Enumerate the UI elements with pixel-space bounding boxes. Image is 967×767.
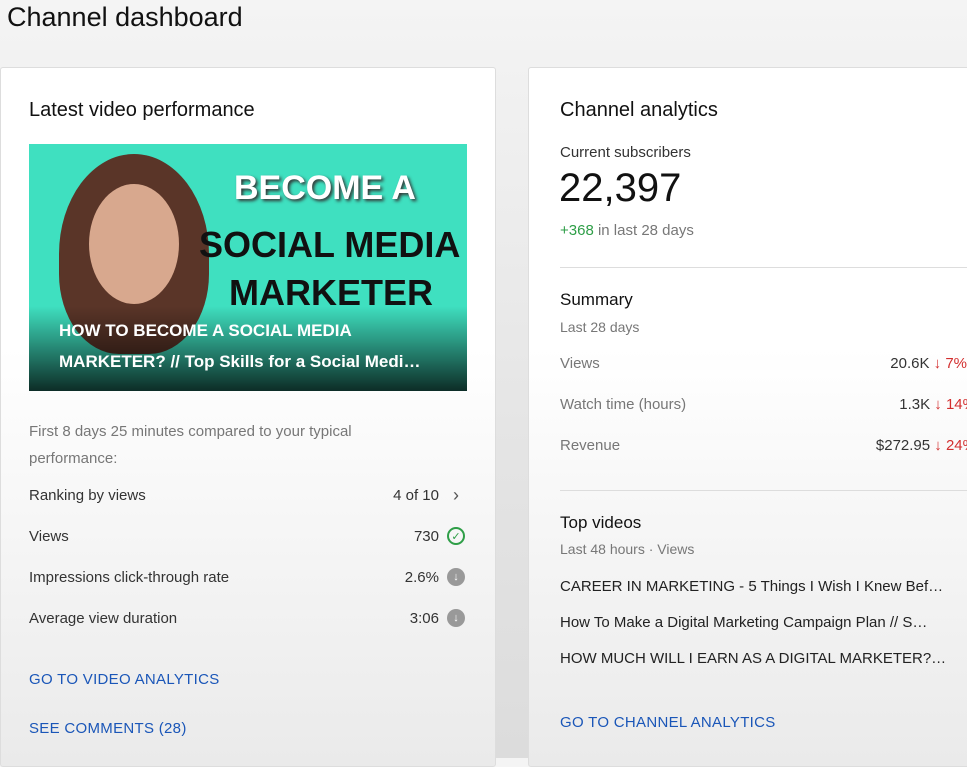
delta-value: +368	[560, 222, 594, 239]
top-video-item[interactable]: HOW MUCH WILL I EARN AS A DIGITAL MARKET…	[560, 650, 947, 667]
summary-label: Watch time (hours)	[560, 396, 687, 413]
summary-change: 14%	[945, 396, 967, 413]
arrow-down-icon: ↓	[934, 437, 942, 454]
channel-analytics-card: Channel analytics Current subscribers 22…	[528, 67, 967, 767]
metric-label: Ranking by views	[29, 486, 146, 504]
metric-views: Views 730 ✓	[29, 527, 465, 545]
summary-label: Views	[560, 355, 600, 372]
summary-label: Revenue	[560, 437, 621, 454]
thumbnail-text: BECOME A	[234, 169, 416, 207]
summary-change: 7%	[945, 355, 967, 372]
subscribers-label: Current subscribers	[560, 144, 691, 161]
summary-row: Watch time (hours) 1.3K ↓ 14%	[560, 396, 967, 413]
latest-video-card: Latest video performance BECOME A SOCIAL…	[0, 67, 496, 767]
card-title: Latest video performance	[29, 99, 255, 121]
video-thumbnail[interactable]: BECOME A SOCIAL MEDIA MARKETER HOW TO BE…	[29, 144, 467, 391]
metric-ranking[interactable]: Ranking by views 4 of 10 ›	[29, 484, 465, 505]
go-to-channel-analytics-link[interactable]: GO TO CHANNEL ANALYTICS	[560, 714, 776, 731]
see-comments-link[interactable]: SEE COMMENTS (28)	[29, 720, 187, 737]
summary-row: Revenue $272.95 ↓ 24%	[560, 437, 967, 454]
summary-value: 1.3K	[899, 396, 931, 413]
metric-value: 3:06	[409, 609, 439, 627]
page-title: Channel dashboard	[7, 2, 243, 32]
metric-value: 2.6%	[404, 568, 439, 586]
thumbnail-overlay	[29, 306, 467, 391]
arrow-down-icon: ↓	[933, 355, 942, 372]
arrow-down-circle-icon: ↓	[447, 609, 465, 627]
metric-label: Impressions click-through rate	[29, 568, 230, 586]
check-circle-icon: ✓	[447, 527, 465, 545]
top-video-item[interactable]: CAREER IN MARKETING - 5 Things I Wish I …	[560, 578, 944, 595]
thumbnail-face	[89, 184, 179, 304]
summary-value: $272.95	[875, 437, 931, 454]
metric-label: Average view duration	[29, 609, 178, 627]
metric-value: 730	[413, 527, 439, 545]
subscribers-value: 22,397	[559, 166, 682, 210]
card-title: Channel analytics	[560, 99, 718, 121]
thumbnail-text: SOCIAL MEDIA	[199, 224, 461, 265]
top-video-item[interactable]: How To Make a Digital Marketing Campaign…	[560, 614, 928, 631]
arrow-down-circle-icon: ↓	[447, 568, 465, 586]
video-title[interactable]: HOW TO BECOME A SOCIAL MEDIA MARKETER? /…	[59, 321, 421, 371]
divider	[560, 490, 967, 491]
compare-text: First 8 days 25 minutes compared to your…	[29, 423, 352, 467]
delta-suffix: in last 28 days	[597, 222, 694, 239]
summary-value: 20.6K	[890, 355, 930, 372]
metric-avd: Average view duration 3:06 ↓	[29, 609, 465, 627]
divider	[560, 267, 967, 268]
subscribers-delta: +368 in last 28 days	[560, 222, 694, 239]
summary-title: Summary	[560, 290, 633, 309]
chevron-right-icon[interactable]: ›	[453, 484, 459, 505]
arrow-down-icon: ↓	[934, 396, 942, 413]
metric-ctr: Impressions click-through rate 2.6% ↓	[29, 568, 465, 586]
go-to-video-analytics-link[interactable]: GO TO VIDEO ANALYTICS	[29, 671, 220, 688]
top-videos-period: Last 48 hours · Views	[560, 541, 695, 557]
summary-period: Last 28 days	[560, 319, 640, 335]
summary-change: 24%	[945, 437, 967, 454]
metric-label: Views	[29, 527, 69, 545]
metric-value: 4 of 10	[393, 486, 439, 504]
summary-row: Views 20.6K ↓ 7%	[560, 355, 967, 372]
top-videos-title: Top videos	[560, 513, 642, 532]
